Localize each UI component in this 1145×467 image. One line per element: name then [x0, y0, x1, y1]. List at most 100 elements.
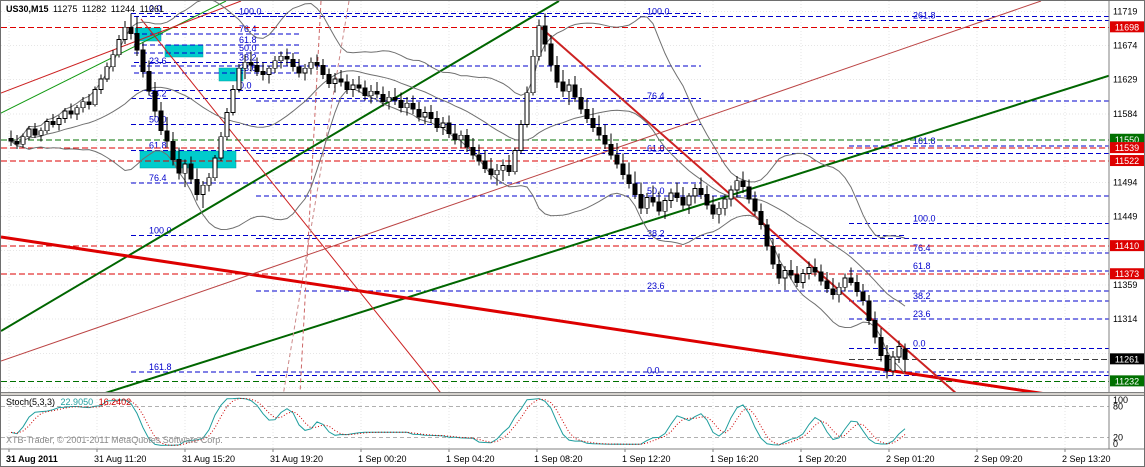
fib-level-label: 100.0 — [647, 7, 670, 17]
price-axis[interactable] — [1109, 1, 1144, 449]
grid — [1, 1, 1109, 448]
candle-body — [446, 122, 452, 135]
candle-body — [176, 159, 182, 174]
stochastic-main-line — [10, 397, 906, 446]
candle-body — [458, 134, 464, 141]
trendline-support-long[interactable] — [1, 64, 1145, 426]
fib-level-label: 61.8 — [149, 140, 167, 150]
candle-body — [740, 180, 746, 188]
ohlc-low: 11244 — [110, 4, 136, 14]
candle-body — [80, 101, 86, 109]
candle-body — [494, 169, 500, 176]
candle-body — [836, 286, 842, 296]
stochastic-pane — [1, 397, 1109, 446]
candle-body — [380, 93, 386, 103]
fib-level-label: 76.4 — [913, 243, 931, 253]
candle-body — [104, 66, 110, 80]
time-axis-label: 31 Aug 19:20 — [270, 454, 323, 464]
fib-level-label: 50.0 — [647, 186, 665, 196]
candle-body — [272, 60, 278, 69]
candle-body — [230, 89, 236, 113]
level-price-label: 11410 — [1115, 241, 1139, 251]
candle-body — [206, 177, 212, 186]
candle-body — [872, 320, 878, 338]
candle-body — [890, 356, 896, 372]
candle-body — [608, 143, 614, 156]
level-price-box — [1110, 240, 1144, 252]
candle-body — [752, 198, 758, 212]
trendline-anchor-dashed-1[interactable] — [296, 1, 322, 467]
candle-body — [266, 67, 272, 75]
candle-body — [110, 54, 116, 68]
stochastic-axis-label: 0 — [1113, 439, 1118, 449]
candle-body — [470, 146, 476, 156]
level-price-box — [1110, 375, 1144, 387]
candle-body — [692, 188, 698, 197]
candle-body — [698, 188, 704, 195]
price-tick-label: 11449 — [1113, 211, 1137, 221]
candle-body — [50, 121, 56, 125]
candle-body — [518, 124, 524, 151]
trendline-downtrend-left[interactable] — [140, 18, 501, 467]
fib-level-label: 0.0 — [647, 365, 660, 375]
candle-body — [392, 96, 398, 101]
candle-body — [338, 78, 344, 83]
trendline-resistance-thick[interactable] — [1, 235, 1145, 409]
candle-body — [512, 150, 518, 173]
ohlc-high: 11282 — [81, 4, 107, 14]
stochastic-lines — [10, 397, 906, 446]
candle-body — [482, 160, 488, 170]
candle-body — [842, 277, 848, 288]
candle-body — [704, 194, 710, 206]
candle-body — [254, 64, 260, 72]
candle-body — [638, 194, 644, 209]
time-axis-label: 31 Aug 15:20 — [182, 454, 235, 464]
fib-level-label: 23.6 — [239, 63, 257, 73]
candle-body — [764, 224, 770, 247]
candle-body — [536, 25, 542, 57]
trendline-support-steep[interactable] — [1, 1, 560, 332]
stochastic-name: Stoch(5,3,3) — [6, 397, 56, 407]
candle-body — [524, 92, 530, 125]
pane-divider[interactable] — [1, 392, 1144, 396]
bollinger-upper — [10, 1, 906, 239]
candle-body — [860, 291, 866, 302]
time-axis-labels: 31 Aug 2011 31 Aug 11:20 31 Aug 15:20 31 Au… — [6, 449, 1111, 464]
trendline-downtrend-right[interactable] — [538, 25, 1041, 467]
candle-body — [590, 118, 596, 128]
fib-level-label: 38.2 — [239, 52, 257, 62]
candle-body — [8, 137, 14, 142]
candle-body — [662, 200, 668, 212]
candle-body — [614, 154, 620, 165]
candle-body — [854, 282, 860, 293]
time-axis[interactable] — [1, 449, 1144, 466]
candle-body — [98, 78, 104, 90]
fib-level-label: 23.6 — [149, 56, 167, 66]
candle-body — [650, 197, 656, 203]
time-axis-label: 2 Sep 01:20 — [886, 454, 935, 464]
price-tick-label: 11314 — [1113, 314, 1137, 324]
fib-level-label: 61.8 — [239, 35, 257, 45]
time-axis-label: 1 Sep 20:20 — [798, 454, 847, 464]
time-axis-label: 1 Sep 08:20 — [534, 454, 583, 464]
fib-level-label: 161.8 — [913, 136, 936, 146]
time-axis-label: 2 Sep 09:20 — [974, 454, 1023, 464]
candle-body — [800, 273, 806, 283]
candle-body — [668, 192, 674, 201]
candle-body — [386, 96, 392, 103]
price-tick-label: 11674 — [1113, 41, 1137, 51]
candle-body — [464, 134, 470, 148]
candle-body — [776, 263, 782, 279]
price-tick-label: 11494 — [1113, 177, 1137, 187]
level-price-box — [1110, 142, 1144, 154]
candle-body — [632, 183, 638, 195]
level-price-box — [1110, 133, 1144, 145]
candle-body — [578, 96, 584, 110]
candle-body — [794, 274, 800, 283]
candle-body — [170, 140, 176, 160]
candle-body — [356, 84, 362, 89]
trendline-uptrend-thin[interactable] — [1, 1, 1042, 362]
